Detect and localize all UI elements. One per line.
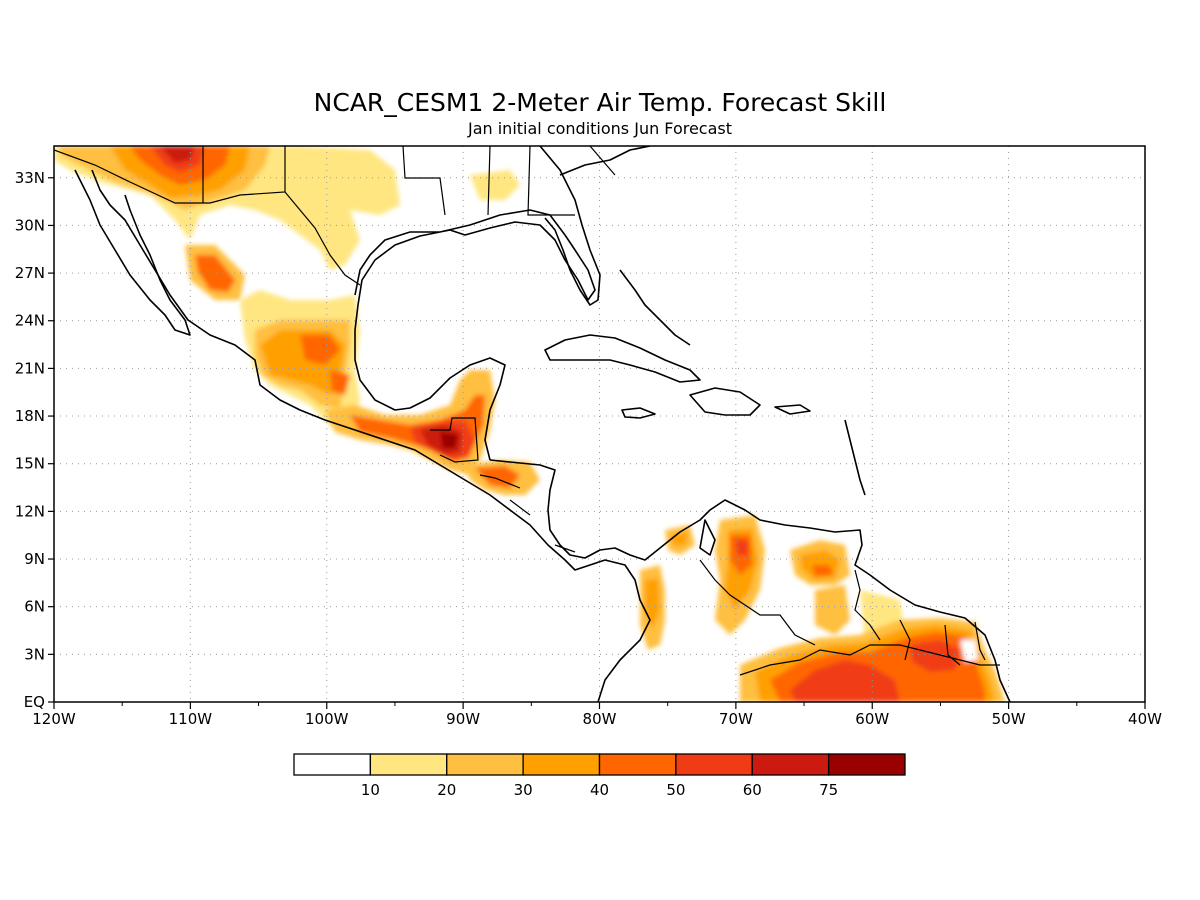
jamaica-coastline (621, 407, 656, 419)
brazil-border (739, 644, 1000, 676)
x-tick-label: 100W (305, 710, 349, 728)
colorbar-swatch (369, 753, 448, 776)
central-america-borders (479, 474, 576, 553)
cuba-coastline (544, 334, 701, 383)
colorbar: 10 20 30 40 50 60 75 (293, 753, 906, 799)
y-tick-label: 30N (15, 216, 45, 234)
us-mexico-border (54, 146, 286, 204)
graticule (54, 146, 1145, 702)
us-state-borders (402, 146, 616, 216)
puerto-rico-coastline (774, 404, 811, 415)
y-tick-label: 6N (24, 598, 45, 616)
colorbar-label: 10 (361, 781, 380, 799)
x-tick-label: 70W (719, 710, 753, 728)
colorbar-swatch (598, 753, 677, 776)
x-tick-label: 120W (32, 710, 76, 728)
atlantic-us-coastline (559, 146, 651, 176)
baja-california-coastline (74, 169, 191, 336)
x-tick-label: 50W (992, 710, 1026, 728)
x-axis: 120W 110W 100W 90W 80W 70W 60W 50W 40W (32, 702, 1162, 728)
maracaibo-coastline (699, 519, 716, 556)
skill-region-amazon (740, 618, 1005, 702)
colorbar-swatch (751, 753, 830, 776)
colorbar-swatch (675, 753, 753, 776)
colorbar-swatch (293, 753, 372, 776)
colorbar-swatch (827, 753, 906, 776)
y-tick-label: EQ (24, 693, 45, 711)
y-tick-label: 3N (24, 645, 45, 663)
y-tick-label: 21N (15, 359, 45, 377)
colorbar-label: 75 (819, 781, 838, 799)
skill-field (54, 146, 1005, 702)
y-tick-label: 24N (15, 312, 45, 330)
y-tick-label: 9N (24, 550, 45, 568)
colorbar-label: 50 (666, 781, 685, 799)
lesser-antilles-coastline (844, 419, 866, 496)
x-tick-label: 60W (855, 710, 889, 728)
skill-region-central-mexico (240, 290, 360, 430)
bahamas-coastline (619, 269, 691, 346)
map-subtitle: Jan initial conditions Jun Forecast (467, 119, 732, 138)
x-tick-label: 40W (1128, 710, 1162, 728)
x-tick-label: 110W (169, 710, 213, 728)
colombia-venezuela-border (699, 559, 816, 646)
y-tick-label: 33N (15, 169, 45, 187)
skill-region-sierra-madre (185, 245, 245, 300)
colorbar-label: 60 (743, 781, 762, 799)
colorbar-label: 20 (437, 781, 456, 799)
central-america-caribbean-coastline (489, 459, 1011, 702)
coastlines (74, 146, 1011, 702)
map-title: NCAR_CESM1 2-Meter Air Temp. Forecast Sk… (314, 88, 887, 117)
florida-coastline (539, 146, 601, 306)
skill-region-guatemala (325, 370, 495, 475)
political-borders (54, 146, 1000, 676)
colorbar-swatch (446, 753, 524, 776)
skill-region-colombia (640, 525, 695, 650)
colorbar-label: 30 (514, 781, 533, 799)
y-tick-label: 15N (15, 455, 45, 473)
mexico-pacific-coastline (91, 169, 651, 702)
skill-region-arizona (54, 146, 520, 270)
guianas-borders (899, 619, 986, 666)
y-tick-label: 18N (15, 407, 45, 425)
colorbar-label: 40 (590, 781, 609, 799)
guatemala-borders (430, 417, 479, 463)
hispaniola-coastline (689, 387, 761, 416)
plot-frame (53, 145, 1146, 703)
y-tick-label: 12N (15, 502, 45, 520)
colorbar-swatch (522, 753, 601, 776)
y-tick-label: 27N (15, 264, 45, 282)
x-tick-label: 90W (446, 710, 480, 728)
y-axis: EQ 3N 6N 9N 12N 15N 18N 21N 24N 27N 30N 33N (15, 169, 54, 711)
skill-region-honduras (465, 460, 540, 495)
texas-border (284, 191, 361, 286)
gulf-coastline (354, 209, 596, 461)
skill-region-venezuela (715, 515, 905, 650)
x-tick-label: 80W (583, 710, 617, 728)
venezuela-guyana-border (854, 569, 881, 641)
